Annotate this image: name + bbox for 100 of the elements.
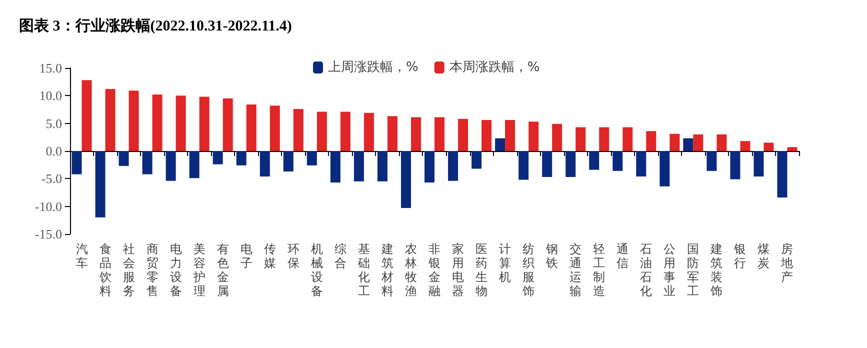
bar <box>646 131 656 151</box>
bar <box>434 117 444 151</box>
bar <box>364 112 374 151</box>
bar <box>199 96 210 151</box>
x-tick-label: 交通运输 <box>570 242 582 298</box>
x-tick-label: 电力设备 <box>170 242 182 298</box>
x-tick-label: 汽车 <box>76 242 88 270</box>
x-tick-label: 房地产 <box>780 242 794 284</box>
bar <box>260 151 270 176</box>
bar <box>495 138 506 151</box>
bar <box>552 124 562 151</box>
bar <box>754 151 764 176</box>
x-tick-label: 电子 <box>240 242 252 270</box>
x-tick-label: 非银金融 <box>428 242 440 298</box>
x-tick-label: 通信 <box>616 242 629 270</box>
bar <box>82 80 92 151</box>
bar <box>518 151 529 180</box>
bar <box>166 151 176 181</box>
x-tick-label: 家用电器 <box>452 242 464 298</box>
bar <box>400 151 411 208</box>
chart-title: 图表 3：行业涨跌幅(2022.10.31-2022.11.4) <box>19 18 292 34</box>
bar <box>128 90 139 151</box>
bar <box>636 151 646 176</box>
x-tick-label: 商贸零售 <box>146 242 158 298</box>
bar <box>354 151 364 182</box>
bar <box>377 151 388 182</box>
bar <box>212 151 223 164</box>
legend-label: 上周涨跌幅，% <box>328 60 418 75</box>
x-tick-label: 钢铁 <box>545 242 558 270</box>
bar <box>716 134 727 151</box>
y-tick-label: -5.0 <box>41 171 62 186</box>
bar <box>222 98 233 151</box>
x-tick-label: 石油石化 <box>640 242 652 298</box>
bar <box>777 151 788 198</box>
bar <box>246 104 256 151</box>
x-tick-label: 银行 <box>733 242 746 270</box>
bar <box>293 108 304 151</box>
bar <box>528 122 539 151</box>
bar <box>340 112 350 151</box>
bar <box>670 134 680 151</box>
x-tick-label: 农林牧渔 <box>404 242 417 298</box>
bar <box>622 127 633 151</box>
bar <box>118 151 129 166</box>
y-tick-label: 10.0 <box>39 88 62 104</box>
x-tick-label: 环保 <box>287 242 300 270</box>
bar <box>105 89 116 151</box>
x-tick-label: 社会服务 <box>122 242 135 298</box>
x-tick-label: 有色金属 <box>216 242 229 298</box>
bar <box>612 151 623 171</box>
x-tick-label: 传媒 <box>264 242 276 270</box>
bar <box>387 116 398 151</box>
bar <box>316 112 327 151</box>
bar <box>142 151 152 174</box>
bar <box>306 151 317 166</box>
x-tick-label: 国防军工 <box>687 242 700 298</box>
bar <box>410 117 421 151</box>
bar <box>566 151 576 178</box>
bar <box>683 138 694 151</box>
x-tick-label: 轻工制造 <box>593 242 606 298</box>
y-tick-label: 0.0 <box>46 144 62 158</box>
bar <box>152 94 162 151</box>
x-tick-label: 食品饮料 <box>98 242 112 298</box>
y-tick-label: 15.0 <box>39 60 62 76</box>
y-tick-label: 5.0 <box>46 116 62 131</box>
x-tick-label: 煤炭 <box>758 242 770 270</box>
bar <box>482 120 492 151</box>
bar <box>599 127 610 151</box>
bar <box>424 151 434 183</box>
x-tick-label: 基础化工 <box>356 242 370 298</box>
bar <box>176 96 186 151</box>
bar <box>189 151 200 178</box>
x-tick-label: 建筑装饰 <box>710 242 723 298</box>
bar <box>730 151 740 180</box>
bar <box>448 151 458 181</box>
legend-label: 本周涨跌幅，% <box>449 60 540 75</box>
bar <box>472 151 482 169</box>
x-tick-label: 建筑材料 <box>380 242 394 298</box>
bar <box>330 151 340 183</box>
bar <box>270 106 280 151</box>
bar <box>95 151 106 218</box>
x-tick-label: 综合 <box>334 242 346 270</box>
x-tick-label: 医药生物 <box>476 242 488 298</box>
bar <box>693 134 704 151</box>
x-tick-label: 计算机 <box>499 242 512 284</box>
y-tick-label: -10.0 <box>34 198 62 214</box>
bar <box>706 151 717 171</box>
x-tick-label: 美容护理 <box>192 242 206 298</box>
bar <box>458 118 468 151</box>
bar <box>787 147 798 151</box>
bar <box>505 120 516 151</box>
x-tick-label: 机械设备 <box>310 242 323 298</box>
bar <box>764 142 774 151</box>
x-tick-label: 公用事业 <box>664 242 676 298</box>
bar <box>740 141 750 151</box>
y-tick-label: -15.0 <box>34 226 62 242</box>
bar <box>283 151 294 172</box>
bar <box>236 151 246 166</box>
bar <box>72 151 82 174</box>
bar <box>576 127 586 151</box>
bar <box>542 151 552 178</box>
